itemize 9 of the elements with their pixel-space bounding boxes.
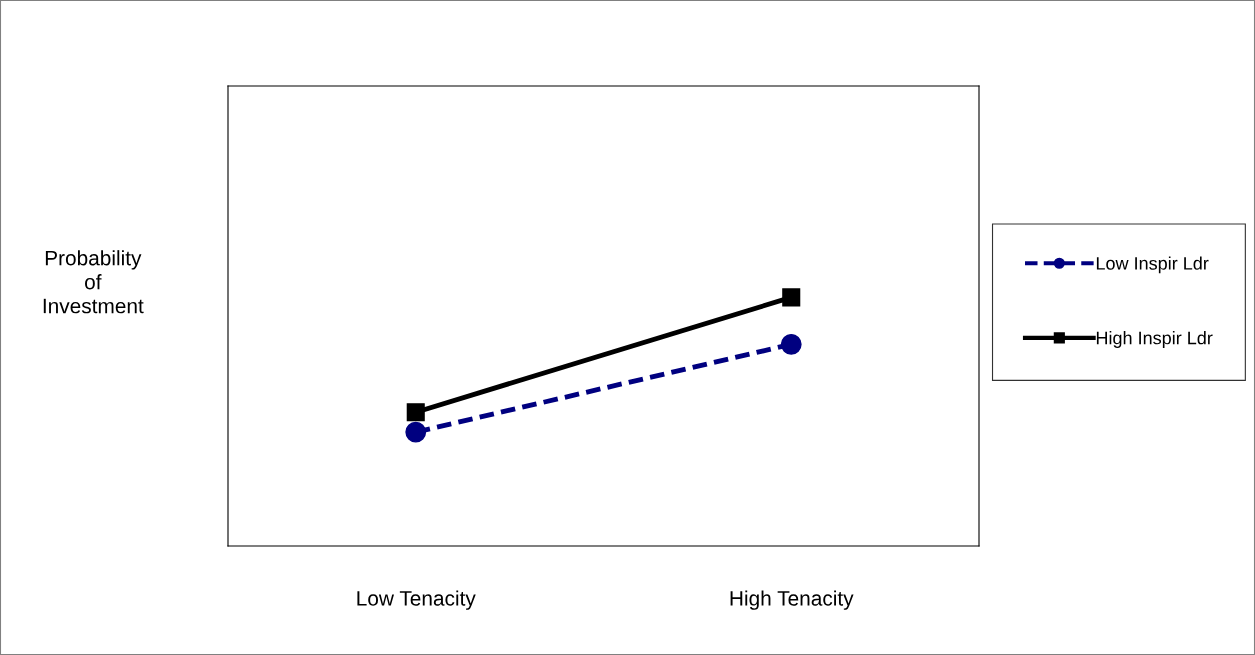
point [405, 421, 427, 443]
x-tick-label: Low Tenacity [357, 590, 476, 610]
legend-label: High Inspir Ldr [1096, 331, 1213, 348]
point [782, 288, 801, 307]
x-tick-label: High Tenacity [730, 590, 854, 610]
point [780, 333, 802, 355]
y-axis-title: Probability of Investment [43, 250, 144, 314]
point [406, 403, 425, 422]
legend-label: Low Inspir Ldr [1096, 256, 1209, 274]
